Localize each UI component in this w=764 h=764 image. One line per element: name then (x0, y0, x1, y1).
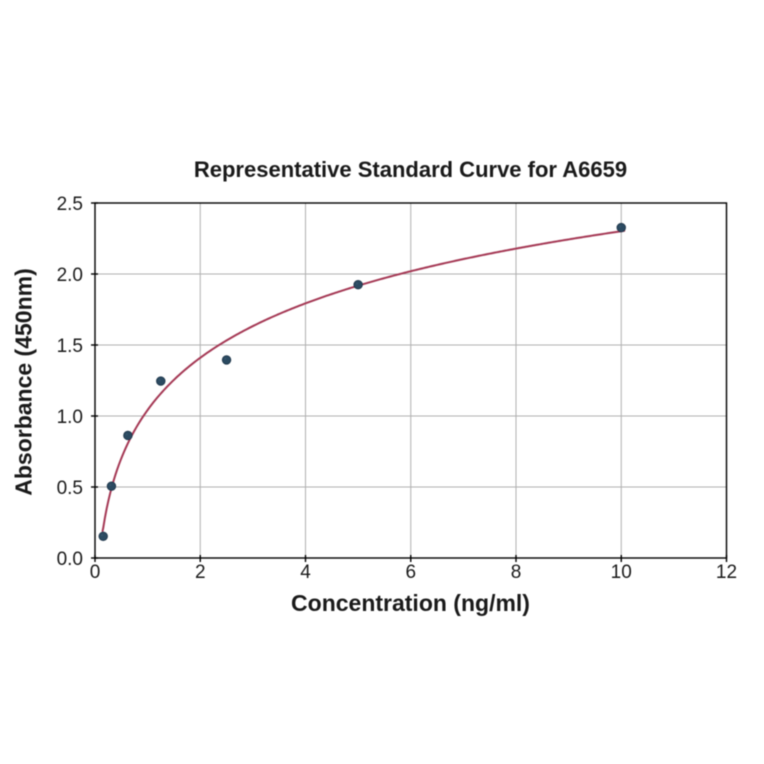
svg-text:0: 0 (90, 562, 101, 583)
svg-text:2: 2 (195, 562, 206, 583)
svg-text:12: 12 (716, 562, 737, 583)
svg-text:0.0: 0.0 (57, 549, 83, 570)
svg-text:6: 6 (405, 562, 416, 583)
svg-text:10: 10 (611, 562, 632, 583)
svg-text:8: 8 (511, 562, 522, 583)
svg-text:2.0: 2.0 (57, 265, 83, 286)
svg-text:2.5: 2.5 (57, 194, 83, 215)
svg-text:1.0: 1.0 (57, 407, 83, 428)
svg-text:0.5: 0.5 (57, 478, 83, 499)
svg-text:1.5: 1.5 (57, 336, 83, 357)
svg-text:4: 4 (300, 562, 311, 583)
